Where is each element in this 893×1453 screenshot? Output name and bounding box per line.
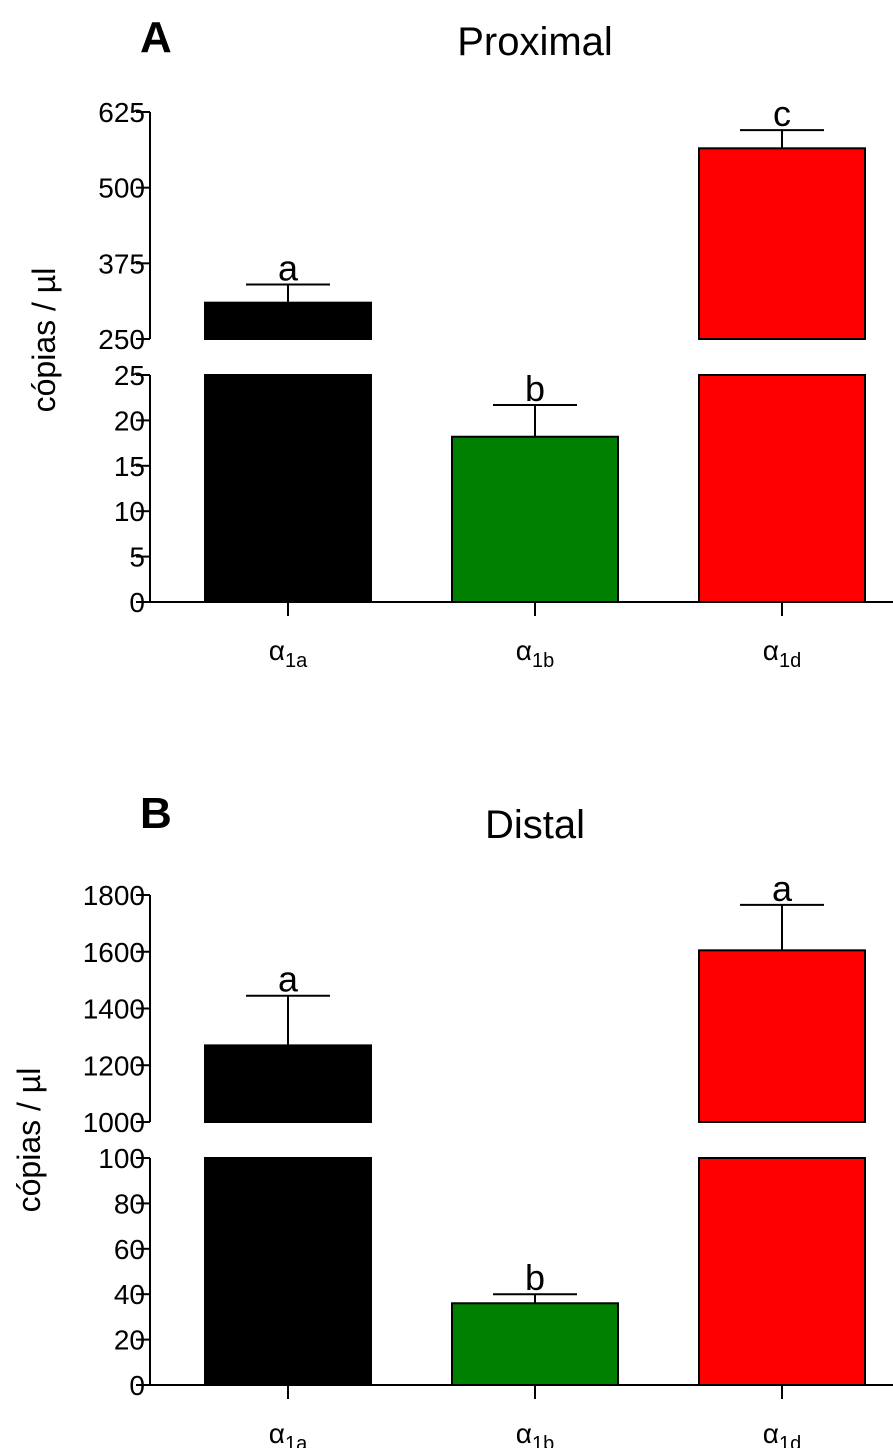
- y-tick-label: 0: [129, 587, 145, 618]
- significance-label: b: [525, 1257, 545, 1298]
- y-axis-label: cópias / µl: [26, 268, 62, 413]
- bar-lower-segment: [204, 1157, 372, 1386]
- significance-label: b: [525, 368, 545, 409]
- significance-label: a: [278, 959, 299, 1000]
- y-tick-label: 40: [114, 1279, 145, 1310]
- y-tick-label: 1400: [83, 994, 145, 1025]
- chart-panel-b: B Distal cópias / µl a α1a b α1b a α1d 0 20 40 60 80 1…: [11, 789, 893, 1453]
- x-tick-label: α1d: [763, 635, 801, 672]
- bar-lower-segment: [698, 1157, 866, 1386]
- x-tick-label: α1a: [269, 1418, 308, 1448]
- y-tick-label: 20: [114, 1325, 145, 1356]
- y-tick-label: 60: [114, 1234, 145, 1265]
- y-tick-label: 20: [114, 405, 145, 436]
- x-tick-label: α1b: [516, 635, 554, 672]
- x-tick-label: α1b: [516, 1418, 554, 1448]
- x-tick-label: α1d: [763, 1418, 801, 1448]
- y-tick-label: 1800: [83, 880, 145, 911]
- bar: [451, 435, 619, 603]
- x-tick-label: α1a: [269, 635, 308, 672]
- chart-panel-a: A Proximal cópias / µl a α1a b α1b c α1d 0 5 10 15 20…: [26, 13, 893, 672]
- bar-lower-segment: [204, 374, 372, 603]
- y-axis-label: cópias / µl: [11, 1068, 47, 1213]
- y-tick-label: 100: [98, 1143, 145, 1174]
- bar-upper-segment: [204, 301, 372, 340]
- y-tick-label: 25: [114, 360, 145, 391]
- panel-letter: A: [140, 13, 172, 62]
- bar-lower-segment: [698, 374, 866, 603]
- y-tick-label: 1600: [83, 937, 145, 968]
- bar-upper-segment: [204, 1044, 372, 1123]
- y-tick-label: 500: [98, 173, 145, 204]
- bar-upper-segment: [698, 147, 866, 340]
- panel-letter: B: [140, 789, 172, 838]
- y-tick-label: 15: [114, 451, 145, 482]
- chart-title: Proximal: [457, 20, 613, 64]
- y-tick-label: 1000: [83, 1107, 145, 1138]
- y-tick-label: 375: [98, 248, 145, 279]
- y-tick-label: 1200: [83, 1050, 145, 1081]
- bar: [451, 1302, 619, 1387]
- y-tick-label: 80: [114, 1188, 145, 1219]
- bar-upper-segment: [698, 949, 866, 1123]
- y-tick-label: 10: [114, 496, 145, 527]
- y-tick-label: 0: [129, 1370, 145, 1401]
- chart-title: Distal: [485, 803, 585, 847]
- y-tick-label: 625: [98, 97, 145, 128]
- significance-label: a: [278, 248, 299, 289]
- significance-label: c: [773, 93, 791, 134]
- y-tick-label: 5: [129, 542, 145, 573]
- significance-label: a: [772, 868, 793, 909]
- y-tick-label: 250: [98, 324, 145, 355]
